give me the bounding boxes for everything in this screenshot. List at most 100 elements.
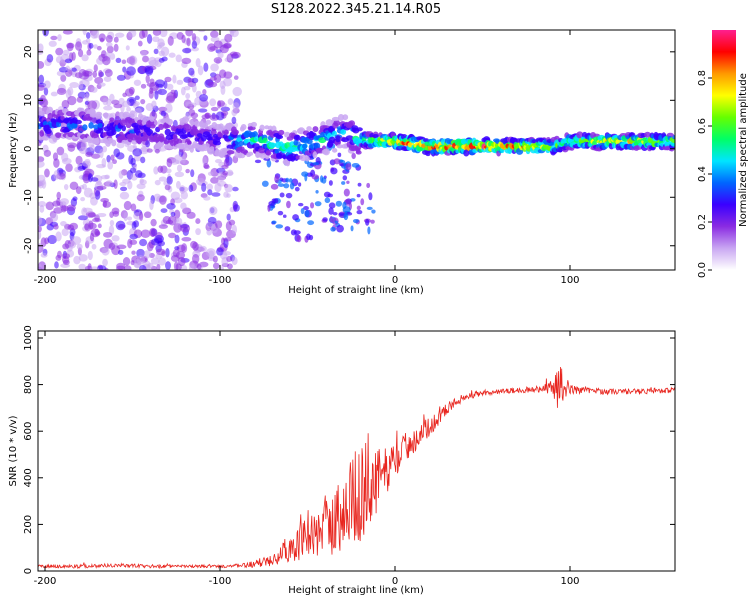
spectrogram-noise-blob (106, 41, 113, 48)
spectrogram-ridge-blob (39, 129, 44, 137)
snr-xtick-label: 100 (560, 576, 579, 587)
spectrogram-noise-blob (220, 85, 226, 96)
spectrogram-ridge-blob (322, 148, 330, 156)
spectrogram-noise-blob (77, 49, 84, 58)
spectrogram-noise-blob (97, 212, 107, 218)
spectrogram-noise-blob (57, 250, 62, 259)
spectrogram-noise-blob (96, 185, 107, 190)
spectrogram-noise-blob (222, 237, 232, 242)
spectrogram-ridge-blob (226, 150, 235, 155)
snr-xtick-label: 0 (392, 576, 398, 587)
spectrogram-noise-blob (227, 55, 232, 62)
spectrogram-streak-blob (292, 214, 300, 221)
spectrogram-noise-blob (180, 202, 187, 210)
spectrogram-ridge-blob (262, 137, 268, 144)
spectrogram-ridge-blob (332, 130, 337, 136)
spectrogram-noise-blob (123, 211, 128, 222)
spectrogram-noise-blob (113, 103, 123, 109)
spectrogram-noise-blob (174, 171, 185, 178)
spectrogram-noise-blob (111, 235, 120, 242)
spectrogram-streak-blob (322, 217, 328, 222)
spectrogram-noise-blob (102, 200, 107, 208)
spectrogram-noise-blob (130, 203, 137, 212)
spectrogram-noise-blob (159, 195, 167, 205)
spectrogram-noise-blob (113, 36, 119, 43)
spectrogram-noise-blob (216, 180, 227, 187)
spectrogram-ridge-blob (122, 113, 128, 119)
spectrogram-noise-blob (126, 106, 131, 112)
spectrogram-noise-blob (158, 224, 169, 229)
spectrogram-noise-blob (109, 219, 115, 226)
spectrogram-noise-blob (133, 79, 142, 86)
spectrogram-noise-blob (89, 144, 95, 152)
spectrogram-noise-blob (93, 64, 98, 72)
spectrogram-streak-blob (283, 183, 290, 189)
spectrogram-streak-blob (288, 178, 293, 183)
spectrogram-noise-blob (176, 79, 184, 85)
spectrogram-streak-blob (357, 182, 362, 187)
spectrogram-noise-blob (45, 201, 54, 211)
spectrogram-noise-blob (88, 42, 94, 49)
spectrogram-noise-blob (206, 221, 214, 227)
spectrogram-streak-blob (351, 162, 360, 168)
spectrogram-ridge-blob (160, 137, 168, 142)
spectrogram-streak-blob (311, 174, 320, 180)
spectrogram-noise-blob (166, 158, 173, 168)
spectrogram-noise-blob (125, 45, 130, 51)
spectrogram-streak-blob (351, 152, 356, 160)
spectrogram-noise-blob (188, 67, 195, 76)
spectrogram-noise-blob (69, 181, 79, 190)
spectrogram-noise-blob (173, 92, 178, 99)
spectrogram-noise-blob (85, 32, 91, 39)
spectrogram-noise-blob (115, 32, 125, 38)
spectrogram-noise-blob (136, 248, 145, 258)
spectrogram-noise-blob (138, 265, 147, 270)
spectrogram-noise-blob (71, 236, 82, 245)
spectrogram-streak-blob (371, 209, 376, 214)
spectrogram-ridge-blob (306, 138, 313, 145)
spectrogram-noise-blob (74, 41, 83, 51)
spectrogram-noise-blob (141, 30, 148, 38)
spectrogram-noise-blob (142, 55, 150, 63)
spectrogram-noise-blob (66, 204, 76, 212)
spectrogram-noise-blob (154, 90, 159, 100)
spectrogram-ridge-blob (208, 133, 213, 141)
spectrogram-noise-blob (61, 228, 69, 237)
spectrogram-noise-blob (87, 250, 93, 261)
spectrogram-ridge-blob (312, 151, 318, 159)
spectrogram-noise-blob (50, 212, 59, 222)
spectrogram-ridge-blob (340, 129, 347, 135)
spectrogram-noise-blob (229, 30, 237, 34)
spectrogram-ridge-blob (296, 128, 304, 134)
spectrogram-streak-blob (330, 226, 336, 232)
spectrogram-noise-blob (134, 95, 140, 101)
spectrogram-noise-blob (90, 30, 98, 39)
spectrogram-noise-blob (147, 262, 154, 269)
spectrogram-ridge-blob (160, 119, 167, 124)
spectrogram-noise-blob (209, 98, 217, 107)
spectrogram-ridge-blob (255, 152, 261, 159)
spectrogram-ridge-blob (644, 131, 651, 138)
spectrogram-streak-blob (315, 189, 319, 194)
spectrogram-streak-blob (346, 180, 350, 184)
spectrogram-noise-blob (67, 86, 74, 96)
spectrogram-noise-blob (149, 200, 154, 211)
spectrogram-ridge-blob (336, 144, 344, 149)
spectrogram-noise-blob (92, 70, 98, 78)
spectrogram-noise-blob (104, 69, 113, 77)
spectrogram-ridge-blob (236, 137, 243, 143)
snr-line-layer (38, 366, 675, 570)
spectrogram-noise-blob (83, 70, 93, 77)
spectrogram-noise-blob (53, 170, 60, 180)
spectrogram-noise-blob (153, 48, 159, 55)
spectrogram-noise-blob (195, 228, 201, 236)
spectrogram-ridge-blob (98, 127, 104, 134)
spectrogram-noise-blob (185, 168, 190, 174)
spectrogram-noise-blob (188, 184, 194, 193)
spectrogram-ridge-blob (82, 124, 88, 131)
spectrogram-noise-blob (208, 250, 215, 260)
spectrogram-noise-blob (66, 42, 75, 49)
spectrogram-noise-blob (65, 163, 73, 172)
spectrogram-ridge-blob (576, 131, 584, 139)
spectrogram-ridge-blob (313, 142, 321, 150)
